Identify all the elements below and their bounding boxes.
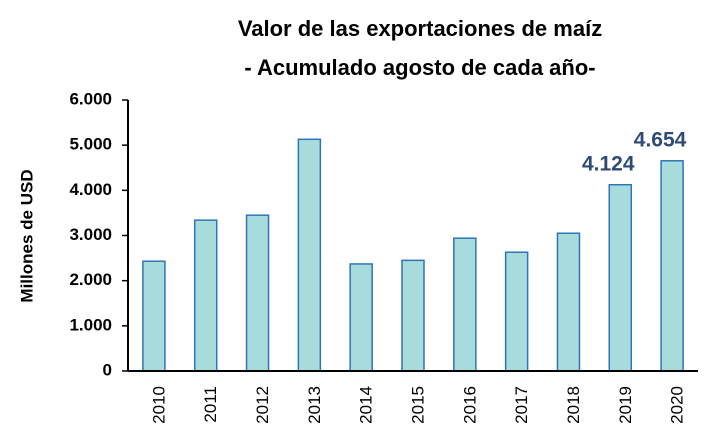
bar <box>193 219 218 372</box>
value-label: 4.654 <box>634 128 687 151</box>
bar <box>245 214 270 372</box>
x-tick-label: 2018 <box>564 386 583 424</box>
bar <box>660 160 684 372</box>
bar <box>401 259 425 372</box>
y-axis-label: Millones de USD <box>17 169 36 302</box>
x-tick-label: 2017 <box>512 386 531 424</box>
bar <box>453 237 477 372</box>
x-tick-label: 2016 <box>460 386 479 424</box>
x-tick-label: 2015 <box>408 386 427 424</box>
x-tick-label: 2014 <box>357 386 376 424</box>
y-tick-label: 1.000 <box>69 315 112 334</box>
chart-title: Valor de las exportaciones de maíz <box>238 16 602 41</box>
y-tick-label: 2.000 <box>69 270 112 289</box>
bar <box>556 232 581 372</box>
value-label: 4.124 <box>582 152 635 175</box>
bar <box>142 260 166 372</box>
y-tick-label: 6.000 <box>69 89 112 108</box>
chart-subtitle: - Acumulado agosto de cada año- <box>244 55 595 80</box>
bar <box>297 138 322 372</box>
x-tick-label: 2020 <box>668 386 687 424</box>
x-tick-label: 2011 <box>201 386 220 423</box>
y-tick-label: 5.000 <box>69 135 112 154</box>
x-tick-label: 2013 <box>305 386 324 424</box>
x-tick-label: 2019 <box>616 386 635 424</box>
bar <box>504 251 529 372</box>
y-tick-label: 0 <box>103 360 112 379</box>
x-tick-label: 2010 <box>149 386 168 424</box>
y-tick-label: 4.000 <box>69 180 112 199</box>
y-tick-label: 3.000 <box>69 225 112 244</box>
bar <box>608 183 633 372</box>
x-tick-label: 2012 <box>253 386 272 424</box>
bar <box>349 263 373 372</box>
